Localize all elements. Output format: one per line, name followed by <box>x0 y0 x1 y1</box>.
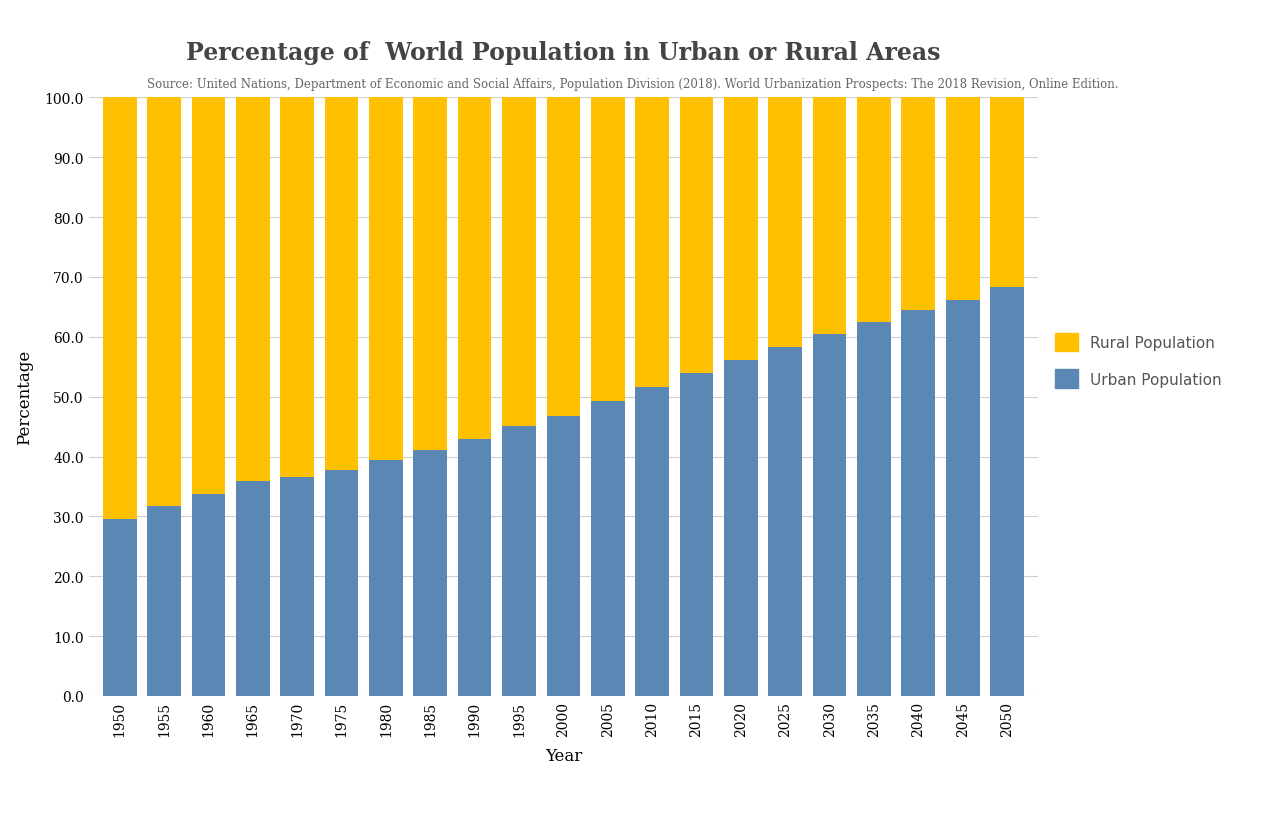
Bar <box>503 427 536 696</box>
Bar <box>724 98 758 360</box>
Bar <box>414 450 447 696</box>
Bar <box>591 402 624 696</box>
Bar <box>324 98 358 470</box>
Bar <box>547 417 580 696</box>
Bar <box>458 98 491 439</box>
Bar <box>280 477 314 696</box>
X-axis label: Year: Year <box>544 747 582 764</box>
Bar <box>946 98 980 301</box>
Text: Source: United Nations, Department of Economic and Social Affairs, Population Di: Source: United Nations, Department of Ec… <box>147 78 1119 91</box>
Bar <box>946 301 980 696</box>
Bar <box>324 470 358 696</box>
Bar <box>103 98 137 519</box>
Bar <box>547 98 580 417</box>
Bar <box>901 98 936 310</box>
Bar <box>503 98 536 427</box>
Bar <box>235 482 270 696</box>
Bar <box>901 310 936 696</box>
Title: Percentage of  World Population in Urban or Rural Areas: Percentage of World Population in Urban … <box>186 40 941 65</box>
Bar <box>680 374 713 696</box>
Bar <box>990 287 1024 696</box>
Bar <box>591 98 624 402</box>
Bar <box>414 98 447 450</box>
Bar <box>724 360 758 696</box>
Bar <box>680 98 713 374</box>
Bar <box>103 519 137 696</box>
Bar <box>368 460 403 696</box>
Legend: Rural Population, Urban Population: Rural Population, Urban Population <box>1056 333 1222 389</box>
Bar <box>147 506 181 696</box>
Bar <box>458 439 491 696</box>
Bar <box>636 387 668 696</box>
Bar <box>813 335 847 696</box>
Bar <box>280 98 314 477</box>
Bar <box>147 98 181 506</box>
Bar <box>813 98 847 335</box>
Y-axis label: Percentage: Percentage <box>16 350 33 445</box>
Bar <box>768 347 803 696</box>
Bar <box>191 98 225 494</box>
Bar <box>368 98 403 460</box>
Bar <box>768 98 803 347</box>
Bar <box>857 323 891 696</box>
Bar <box>990 98 1024 287</box>
Bar <box>857 98 891 323</box>
Bar <box>235 98 270 482</box>
Bar <box>191 494 225 696</box>
Bar <box>636 98 668 387</box>
